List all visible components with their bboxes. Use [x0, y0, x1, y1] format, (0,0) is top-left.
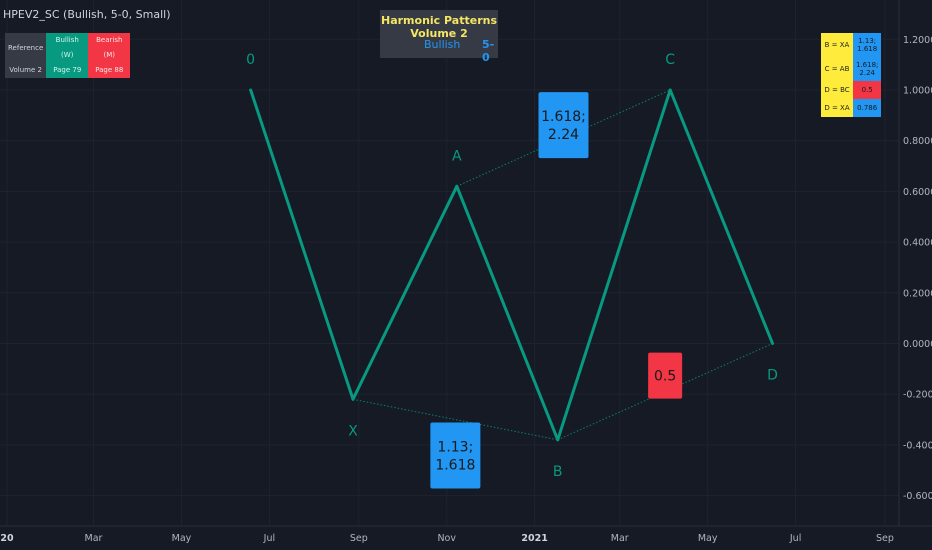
- volume-bearish-page: Page 88: [88, 63, 131, 78]
- point-label-A: A: [452, 148, 462, 164]
- ratio-row-value: 0.5: [853, 81, 882, 99]
- ratio-row: C = AB 1.618; 2.24: [821, 57, 882, 81]
- x-tick-label: 2021: [521, 533, 547, 544]
- pattern-leg-AB: [455, 184, 560, 442]
- indicator-title[interactable]: HPEV2_SC (Bullish, 5-0, Small): [3, 8, 171, 21]
- point-label-0: 0: [246, 52, 255, 68]
- x-tick-label: Mar: [611, 533, 629, 544]
- reference-label: Reference: [5, 33, 47, 63]
- ratio-row: D = BC 0.5: [821, 81, 882, 99]
- ratio-box-text: 2.24: [548, 127, 579, 143]
- reference-table: Reference Bullish (W) Bearish (M) Volume…: [5, 33, 131, 78]
- volume-label: Volume 2: [5, 63, 47, 78]
- ratio-row-label: B = XA: [821, 33, 853, 57]
- ratio-row: D = XA 0.786: [821, 99, 882, 117]
- ratio-box-BD: 0.5: [648, 352, 683, 399]
- ratio-row-value: 0.786: [853, 99, 882, 117]
- header-title: Harmonic Patterns Volume 2: [381, 14, 497, 40]
- ratio-box-text: 1.618;: [541, 109, 586, 125]
- x-tick-label: May: [698, 533, 718, 544]
- ratio-row-value: 1.618; 2.24: [853, 57, 882, 81]
- ratio-connector-AC: [456, 89, 671, 187]
- volume-bullish-page: Page 79: [46, 63, 89, 78]
- pattern-header: Harmonic Patterns Volume 2 Bullish 5-0: [380, 10, 498, 64]
- ratio-box-XB: 1.13; 1.618: [430, 422, 481, 489]
- ratio-row-label: D = XA: [821, 99, 853, 117]
- x-axis: 20 Mar May Jul Sep Nov 2021 Mar May Jul Sep: [0, 533, 894, 544]
- x-tick-label: Sep: [876, 533, 894, 544]
- ratio-box-text: 1.13;: [437, 440, 473, 456]
- point-label-B: B: [553, 464, 563, 480]
- point-label-C: C: [665, 52, 675, 68]
- header-direction: Bullish: [424, 38, 461, 51]
- ratio-row-value: 1.13; 1.618: [853, 33, 882, 57]
- ratio-row: B = XA 1.13; 1.618: [821, 33, 882, 57]
- reference-bearish: Bearish (M): [88, 33, 131, 63]
- ratio-boxes: 1.13; 1.618 1.618; 2.24 0.5: [430, 92, 683, 489]
- x-tick-label: May: [172, 533, 192, 544]
- x-tick-label: 20: [0, 533, 14, 544]
- ratio-connector-BD: [557, 343, 773, 441]
- x-tick-label: Mar: [85, 533, 103, 544]
- x-tick-label: Nov: [437, 533, 456, 544]
- ratio-box-text: 1.618: [435, 458, 475, 474]
- reference-row: Reference Bullish (W) Bearish (M): [5, 33, 131, 63]
- x-tick-label: Jul: [789, 533, 801, 544]
- pattern-leg-0X: [249, 88, 355, 401]
- ratio-connectors: [352, 89, 773, 441]
- point-label-D: D: [767, 368, 778, 384]
- point-labels: 0 X A B C D: [246, 52, 778, 480]
- x-tick-label: Jul: [263, 533, 275, 544]
- ratio-box-text: 0.5: [654, 369, 676, 385]
- pattern-leg-CD: [668, 88, 775, 345]
- pattern-leg-XA: [351, 184, 459, 401]
- ratio-row-label: C = AB: [821, 57, 853, 81]
- ratio-table: B = XA 1.13; 1.618 C = AB 1.618; 2.24 D = BC…: [821, 33, 882, 117]
- ratio-box-AC: 1.618; 2.24: [538, 92, 589, 159]
- grid: [0, 0, 899, 526]
- x-tick-label: Sep: [350, 533, 368, 544]
- header-pattern: 5-0: [482, 38, 495, 64]
- ratio-row-label: D = BC: [821, 81, 853, 99]
- point-label-X: X: [348, 423, 358, 439]
- pattern-legs: [249, 88, 775, 442]
- reference-bullish: Bullish (W): [46, 33, 89, 63]
- volume-row: Volume 2 Page 79 Page 88: [5, 63, 131, 78]
- pattern-leg-BC: [556, 88, 672, 442]
